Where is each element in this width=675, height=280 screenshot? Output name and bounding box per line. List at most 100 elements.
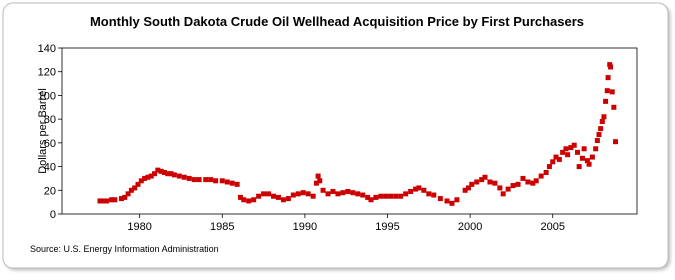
- point: [310, 193, 316, 199]
- point: [487, 179, 493, 185]
- point: [608, 64, 614, 70]
- point: [609, 89, 615, 95]
- point: [246, 198, 252, 204]
- frame: [2, 2, 669, 269]
- point: [584, 158, 590, 164]
- point: [594, 137, 600, 143]
- point: [104, 198, 110, 204]
- point: [171, 172, 177, 178]
- point: [132, 185, 138, 191]
- point: [186, 175, 192, 181]
- point: [538, 173, 544, 179]
- point: [365, 194, 371, 200]
- point: [148, 173, 154, 179]
- point: [191, 177, 197, 183]
- point: [256, 193, 262, 199]
- point: [158, 168, 164, 174]
- point: [261, 191, 267, 197]
- point: [611, 104, 617, 110]
- point: [426, 191, 432, 197]
- point: [556, 156, 562, 162]
- point: [408, 188, 414, 194]
- point: [251, 197, 257, 203]
- point: [315, 173, 321, 179]
- point: [383, 193, 389, 199]
- point: [398, 193, 404, 199]
- point: [599, 119, 605, 125]
- point: [234, 181, 240, 187]
- point: [560, 149, 566, 155]
- point: [237, 194, 243, 200]
- point: [270, 193, 276, 199]
- y-tick-label: 120: [38, 67, 56, 79]
- point: [285, 196, 291, 202]
- point: [474, 179, 480, 185]
- point: [437, 196, 443, 202]
- point: [219, 178, 225, 184]
- x-tick-label: 1990: [293, 221, 317, 233]
- x-tick-label: 1985: [210, 221, 234, 233]
- y-tick-label: 100: [38, 90, 56, 102]
- source: Source: U.S. Energy Information Administ…: [30, 244, 219, 254]
- point: [497, 185, 503, 191]
- point: [280, 197, 286, 203]
- point: [305, 191, 311, 197]
- point: [510, 183, 516, 189]
- y-tick-label: 20: [44, 185, 56, 197]
- point: [176, 173, 182, 179]
- point: [462, 187, 468, 193]
- point: [553, 154, 559, 160]
- point: [368, 197, 374, 203]
- y-tick-label: 80: [44, 114, 56, 126]
- x-tick-label: 1980: [127, 221, 151, 233]
- point: [530, 180, 536, 186]
- point: [431, 192, 437, 198]
- point: [97, 198, 103, 204]
- point: [413, 186, 419, 192]
- point: [224, 179, 230, 185]
- point: [563, 146, 569, 152]
- point: [598, 126, 604, 132]
- y-tick-label: 140: [38, 43, 56, 55]
- y-tick-label: 60: [44, 138, 56, 150]
- point: [317, 178, 323, 184]
- point: [340, 190, 346, 196]
- point: [229, 180, 235, 186]
- x-tick-label: 1995: [375, 221, 399, 233]
- y-tick-label: 40: [44, 162, 56, 174]
- x-tick-label: 2000: [458, 221, 482, 233]
- point: [241, 197, 247, 203]
- point: [525, 179, 531, 185]
- point: [565, 152, 571, 158]
- point: [122, 194, 128, 200]
- point: [350, 190, 356, 196]
- point: [393, 193, 399, 199]
- x-tick-label: 2005: [540, 221, 564, 233]
- point: [325, 191, 331, 197]
- point: [125, 191, 131, 197]
- point: [100, 198, 106, 204]
- point: [128, 187, 134, 193]
- point: [581, 146, 587, 152]
- point: [142, 175, 148, 181]
- point: [290, 192, 296, 198]
- point: [118, 196, 124, 202]
- point: [546, 164, 552, 170]
- point: [196, 177, 202, 183]
- point: [589, 154, 595, 160]
- point: [571, 142, 577, 148]
- point: [543, 170, 549, 175]
- point: [152, 171, 158, 177]
- point: [576, 164, 582, 170]
- point: [155, 167, 161, 173]
- point: [300, 190, 306, 196]
- point: [479, 177, 485, 183]
- point: [388, 193, 394, 199]
- point: [213, 178, 219, 184]
- point: [403, 191, 409, 197]
- point: [593, 146, 599, 152]
- point: [145, 174, 151, 180]
- point: [360, 192, 366, 198]
- point: [605, 75, 611, 81]
- point: [444, 198, 450, 204]
